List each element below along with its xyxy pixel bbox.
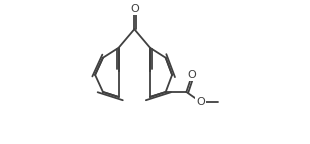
Text: O: O	[196, 97, 205, 107]
Text: O: O	[130, 4, 139, 14]
Text: O: O	[188, 70, 197, 80]
